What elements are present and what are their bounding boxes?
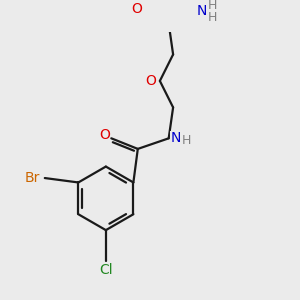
Text: H: H: [182, 134, 191, 147]
Text: O: O: [131, 2, 142, 16]
Text: O: O: [99, 128, 110, 142]
Text: H: H: [208, 11, 218, 24]
Text: O: O: [146, 74, 157, 88]
Text: N: N: [171, 131, 181, 145]
Text: Br: Br: [25, 171, 40, 185]
Text: Cl: Cl: [99, 263, 113, 277]
Text: N: N: [197, 4, 207, 18]
Text: H: H: [208, 0, 218, 12]
